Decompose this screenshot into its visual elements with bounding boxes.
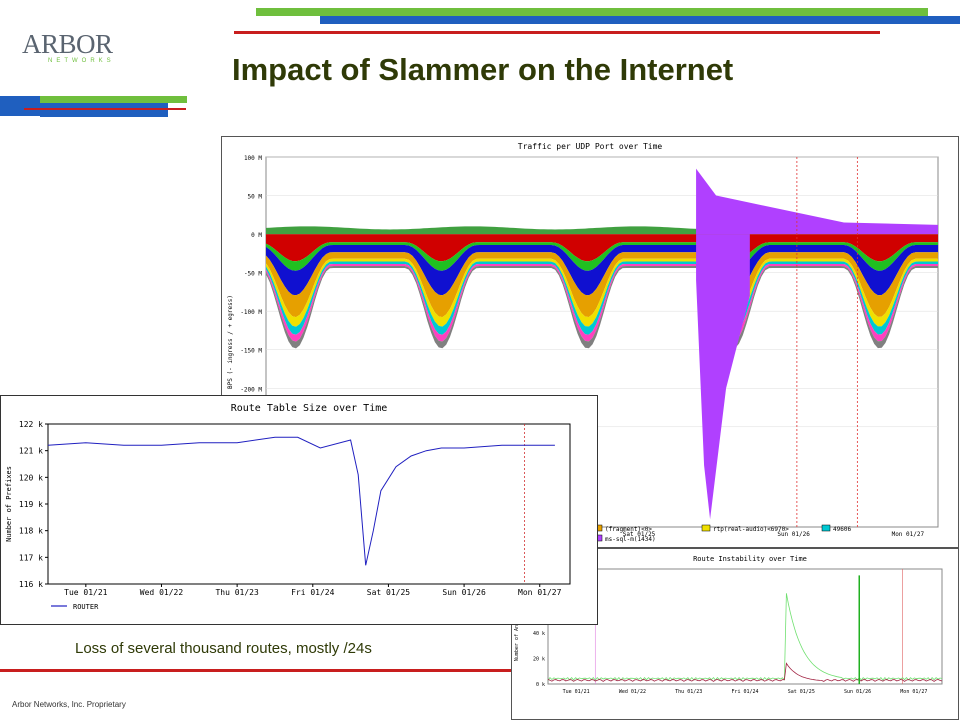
logo-text: ARBOR (22, 29, 113, 59)
x-tick-label: Tue 01/21 (64, 588, 108, 597)
ms-sql-egress-spike (696, 168, 938, 235)
x-tick-label: Sat 01/25 (623, 531, 656, 538)
plot-area (47, 423, 571, 585)
x-tick-label: Sun 01/26 (844, 689, 871, 695)
y-tick-label: -150 M (240, 348, 262, 355)
x-tick-label: Wed 01/22 (619, 689, 646, 695)
left-blue-bar (0, 96, 40, 116)
chart-title: Traffic per UDP Port over Time (518, 142, 663, 151)
x-tick-label: Sat 01/25 (367, 588, 411, 597)
legend-swatch (701, 524, 711, 532)
chart-title: Route Table Size over Time (231, 403, 388, 414)
series-line-b (547, 662, 943, 682)
logo-subtext: NETWORKS (48, 58, 115, 64)
x-tick-label: Tue 01/21 (563, 689, 590, 695)
x-tick-label: Wed 01/22 (140, 588, 184, 597)
x-tick-label: Fri 01/24 (291, 588, 335, 597)
x-tick-label: Mon 01/27 (892, 531, 925, 538)
left-blue-bar-2 (40, 103, 168, 117)
slide-title: Impact of Slammer on the Internet (232, 52, 734, 87)
y-tick-label: -100 M (240, 309, 262, 316)
area-layer (266, 245, 938, 296)
y-tick-label: 121 k (19, 447, 43, 456)
x-tick-label: Sun 01/26 (442, 588, 486, 597)
legend-label: ROUTER (73, 603, 99, 611)
y-tick-label: -200 M (240, 386, 262, 393)
x-tick-label: Sat 01/25 (788, 689, 815, 695)
caption: Loss of several thousand routes, mostly … (75, 640, 372, 657)
legend-swatch (821, 524, 831, 532)
legend-label: 49606 (833, 526, 851, 533)
y-axis-label: BPS (- ingress / + egress) (227, 295, 234, 389)
route-table-svg: Route Table Size over Time 122 k 121 k 120 … (5, 403, 571, 611)
x-tick-label: Thu 01/23 (675, 689, 702, 695)
series-line-router (47, 436, 555, 566)
area-layer (266, 234, 938, 262)
y-tick-label: 118 k (19, 527, 43, 536)
left-green-bar (40, 96, 187, 103)
y-tick-label: 100 M (244, 155, 262, 162)
y-tick-label: -50 M (244, 271, 262, 278)
y-tick-label: 122 k (19, 420, 43, 429)
x-tick-label: Mon 01/27 (900, 689, 927, 695)
y-axis-label: Number of Announcements (514, 592, 520, 661)
area-layer (266, 252, 938, 318)
x-tick-label: Mon 01/27 (518, 588, 562, 597)
legend-label: rtp(real-audio)<6970> (713, 526, 789, 533)
y-tick-label: 119 k (19, 500, 43, 509)
y-tick-label: 20 k (533, 656, 545, 662)
y-tick-label: 0 M (251, 232, 262, 239)
y-tick-label: 40 k (533, 631, 545, 637)
area-layer (266, 242, 938, 271)
legend-label: (fragment)<0> (605, 526, 652, 533)
footer-text: Arbor Networks, Inc. Proprietary (12, 700, 126, 709)
y-tick-label: 50 M (248, 194, 263, 201)
route-table-chart: Route Table Size over Time 122 k 121 k 120 … (0, 395, 598, 625)
plot-area (547, 568, 943, 685)
legend-label: ms-sql-m(1434) (605, 536, 656, 543)
top-blue-bar (320, 16, 960, 24)
top-red-line (234, 31, 880, 34)
y-tick-label: 117 k (19, 553, 43, 562)
x-tick-label: Fri 01/24 (731, 689, 758, 695)
series-line-a (547, 593, 943, 681)
x-tick-label: Thu 01/23 (215, 588, 259, 597)
x-tick-label: Sun 01/26 (777, 531, 810, 538)
top-green-bar (256, 8, 928, 16)
y-axis-label: Number of Prefixes (5, 466, 13, 542)
ms-sql-ingress-spike (696, 234, 750, 520)
left-red-line (24, 108, 186, 110)
y-tick-label: 116 k (19, 580, 43, 589)
chart-title: Route Instability over Time (693, 555, 807, 563)
bottom-red-line (0, 669, 511, 672)
y-tick-label: 0 k (536, 682, 545, 688)
arbor-logo: ARBOR NETWORKS (22, 30, 134, 70)
y-tick-label: 120 k (19, 473, 43, 482)
